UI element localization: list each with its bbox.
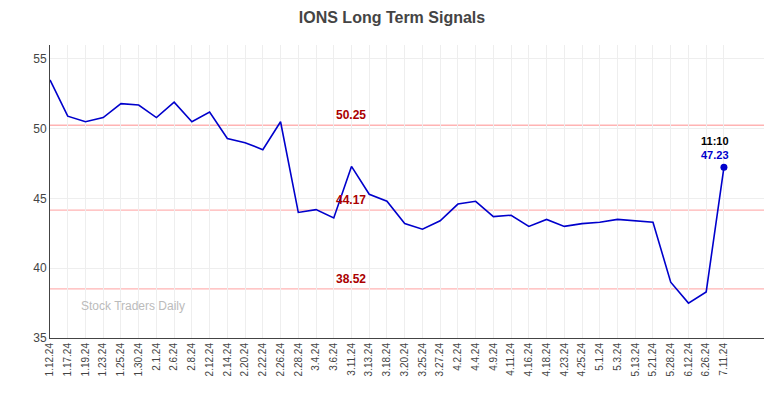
svg-text:3.6.24: 3.6.24 <box>328 343 339 371</box>
svg-text:5.3.24: 5.3.24 <box>612 343 623 371</box>
svg-text:55: 55 <box>33 52 47 66</box>
svg-text:Stock Traders Daily: Stock Traders Daily <box>81 299 185 313</box>
svg-text:4.23.24: 4.23.24 <box>559 343 570 377</box>
svg-text:47.23: 47.23 <box>701 149 729 161</box>
svg-text:IONS Long Term Signals: IONS Long Term Signals <box>299 9 485 26</box>
svg-text:1.23.24: 1.23.24 <box>97 343 108 377</box>
svg-text:44.17: 44.17 <box>336 193 366 207</box>
svg-text:4.18.24: 4.18.24 <box>541 343 552 377</box>
svg-text:45: 45 <box>33 192 47 206</box>
svg-text:3.27.24: 3.27.24 <box>434 343 445 377</box>
svg-text:2.28.24: 2.28.24 <box>293 343 304 377</box>
svg-text:3.18.24: 3.18.24 <box>381 343 392 377</box>
svg-text:7.11.24: 7.11.24 <box>718 343 729 376</box>
svg-text:6.26.24: 6.26.24 <box>700 343 711 377</box>
svg-text:2.22.24: 2.22.24 <box>257 343 268 377</box>
svg-text:4.2.24: 4.2.24 <box>452 343 463 371</box>
svg-text:2.6.24: 2.6.24 <box>168 343 179 371</box>
svg-text:2.1.24: 2.1.24 <box>151 343 162 371</box>
svg-text:1.25.24: 1.25.24 <box>115 343 126 377</box>
svg-text:2.26.24: 2.26.24 <box>275 343 286 377</box>
svg-text:1.30.24: 1.30.24 <box>133 343 144 377</box>
svg-text:6.12.24: 6.12.24 <box>683 343 694 377</box>
svg-text:2.20.24: 2.20.24 <box>239 343 250 377</box>
svg-text:11:10: 11:10 <box>701 135 729 147</box>
svg-text:1.19.24: 1.19.24 <box>80 343 91 377</box>
svg-text:3.4.24: 3.4.24 <box>310 343 321 371</box>
svg-text:1.12.24: 1.12.24 <box>44 343 55 377</box>
svg-text:2.8.24: 2.8.24 <box>186 343 197 371</box>
svg-text:5.28.24: 5.28.24 <box>665 343 676 377</box>
svg-text:3.11.24: 3.11.24 <box>346 343 357 376</box>
svg-text:5.1.24: 5.1.24 <box>594 343 605 371</box>
svg-text:4.4.24: 4.4.24 <box>470 343 481 371</box>
svg-text:3.25.24: 3.25.24 <box>417 343 428 377</box>
svg-text:4.16.24: 4.16.24 <box>523 343 534 377</box>
svg-text:50.25: 50.25 <box>336 108 366 122</box>
svg-text:4.25.24: 4.25.24 <box>576 343 587 377</box>
svg-text:5.21.24: 5.21.24 <box>647 343 658 377</box>
svg-text:2.12.24: 2.12.24 <box>204 343 215 377</box>
svg-text:3.20.24: 3.20.24 <box>399 343 410 377</box>
svg-text:40: 40 <box>33 261 47 275</box>
svg-text:4.9.24: 4.9.24 <box>488 343 499 371</box>
svg-text:50: 50 <box>33 122 47 136</box>
svg-text:2.14.24: 2.14.24 <box>222 343 233 377</box>
svg-text:5.13.24: 5.13.24 <box>630 343 641 377</box>
svg-text:3.13.24: 3.13.24 <box>363 343 374 377</box>
svg-text:1.17.24: 1.17.24 <box>62 343 73 377</box>
svg-text:4.11.24: 4.11.24 <box>505 343 516 376</box>
svg-text:35: 35 <box>33 331 47 345</box>
svg-text:38.52: 38.52 <box>336 272 366 286</box>
